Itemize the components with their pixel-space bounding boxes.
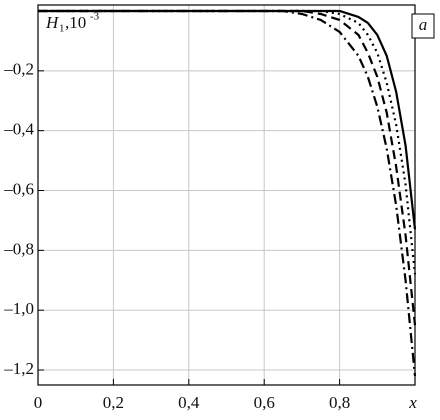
y-label-main: H bbox=[45, 13, 60, 32]
x-tick-label: 0,4 bbox=[178, 393, 200, 412]
x-axis-label: x bbox=[408, 393, 417, 412]
y-tick-label: –0,4 bbox=[3, 120, 34, 139]
y-label-sup: -3 bbox=[90, 11, 100, 23]
panel-label: a bbox=[419, 15, 428, 34]
y-tick-label: –0,2 bbox=[3, 60, 34, 79]
line-series bbox=[38, 9, 417, 326]
line-series bbox=[38, 9, 417, 230]
line-series bbox=[38, 9, 417, 377]
y-tick-label: –1,2 bbox=[3, 359, 34, 378]
line-series bbox=[38, 9, 417, 275]
y-tick-label: –0,6 bbox=[3, 179, 34, 198]
x-tick-label: 0,8 bbox=[329, 393, 350, 412]
y-label-sub: 1 bbox=[59, 23, 65, 35]
y-label-rest: ,10 bbox=[65, 13, 86, 32]
y-tick-label: –1,0 bbox=[3, 299, 34, 318]
y-tick-label: –0,8 bbox=[3, 239, 34, 258]
x-tick-label: 0,6 bbox=[254, 393, 275, 412]
y-axis-label: H 1 ,10 -3 bbox=[45, 11, 100, 35]
x-tick-label: 0,2 bbox=[103, 393, 124, 412]
plot-frame bbox=[37, 4, 416, 386]
panel-box bbox=[411, 13, 435, 39]
x-tick-label: 0 bbox=[34, 393, 43, 412]
